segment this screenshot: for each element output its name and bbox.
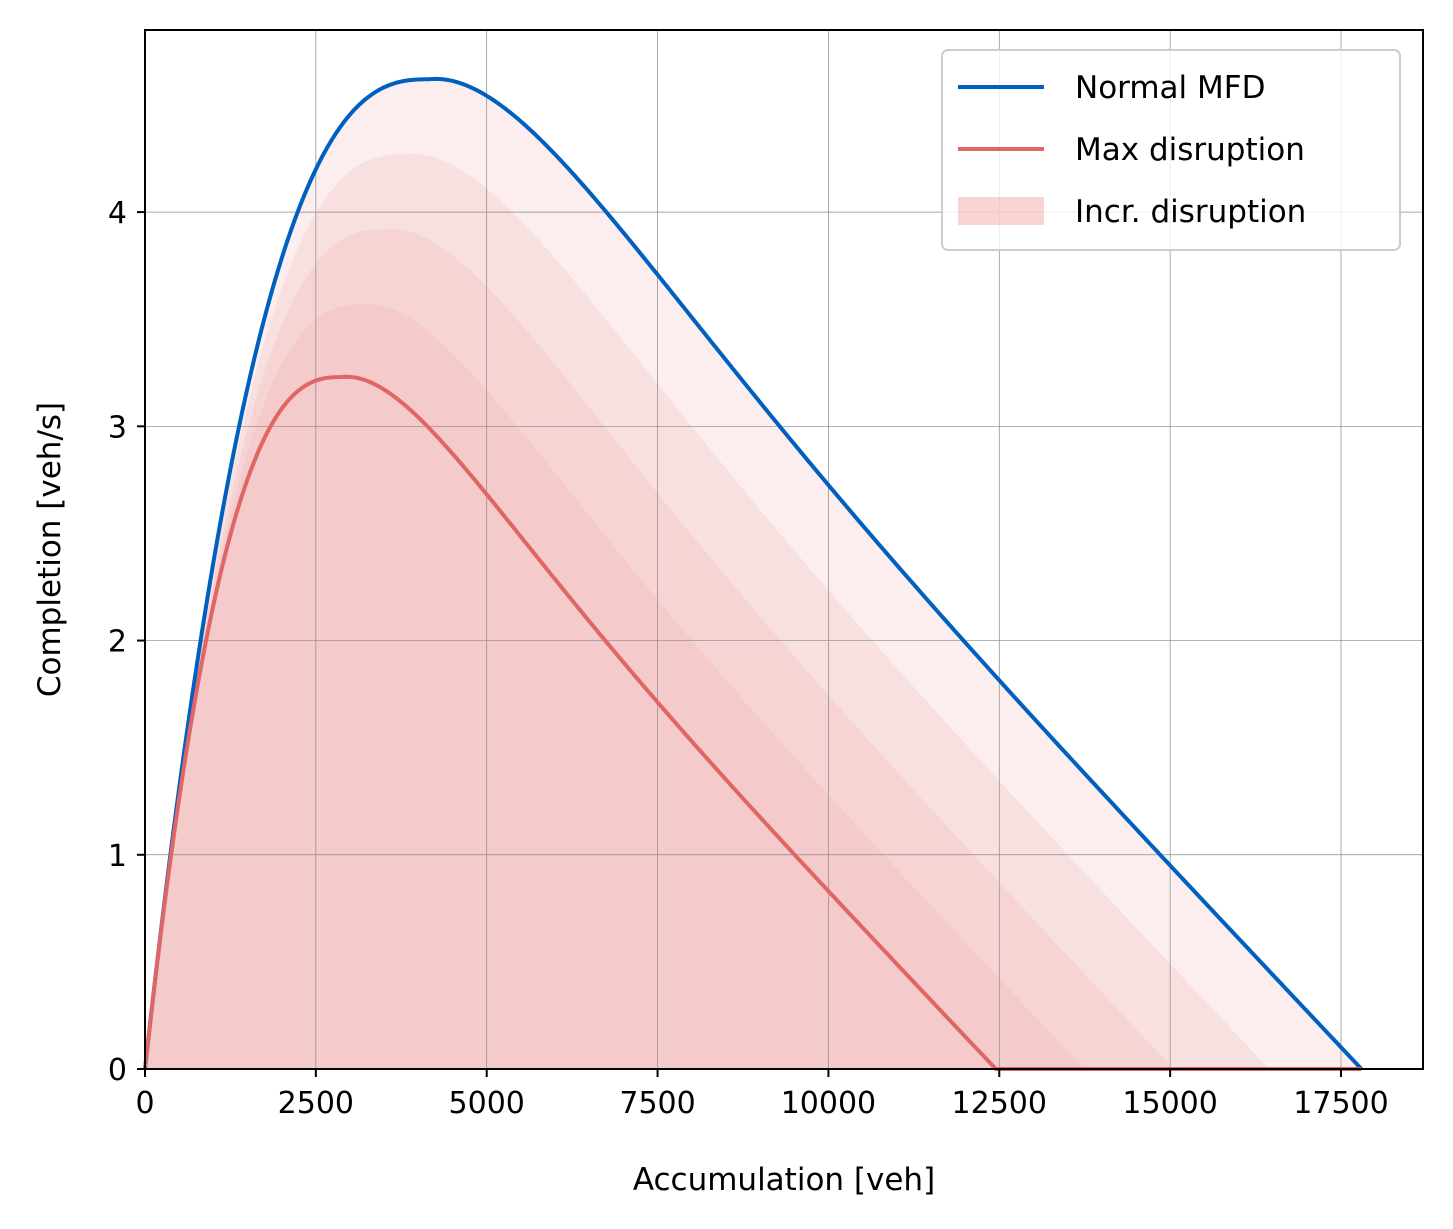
y-tick-label: 2 [108, 625, 127, 660]
x-axis-title: Accumulation [veh] [633, 1162, 935, 1198]
series-line-normal-mfd [143, 76, 1363, 1071]
grid [145, 30, 1423, 1069]
legend: Normal MFD Max disruption Incr. disrupti… [941, 49, 1401, 251]
y-tick-label: 0 [108, 1053, 127, 1088]
y-tick-label: 1 [108, 839, 127, 874]
legend-swatch-incr-disruption [958, 197, 1044, 225]
disruption-band [145, 303, 1085, 1069]
disruption-band [145, 153, 1270, 1069]
disruption-band [145, 78, 1362, 1069]
x-tick-label: 10000 [781, 1086, 876, 1121]
x-tick-label: 0 [135, 1086, 154, 1121]
disruption-band [145, 228, 1174, 1069]
y-tick-label: 4 [108, 196, 127, 231]
axis-ticks: 0 2500 5000 7500 10000 12500 15000 17500 0 1 2 3 4 [108, 196, 1389, 1121]
disruption-bands [145, 78, 1362, 1069]
x-tick-label: 17500 [1293, 1086, 1388, 1121]
legend-label-incr-disruption: Incr. disruption [1075, 194, 1306, 230]
plot-frame [144, 29, 1424, 1070]
y-axis-title: Completion [veh/s] [32, 402, 68, 697]
y-tick-label: 3 [108, 410, 127, 445]
x-tick-label: 7500 [619, 1086, 695, 1121]
x-tick-label: 2500 [278, 1086, 354, 1121]
legend-box [941, 49, 1401, 251]
x-tick-label: 12500 [952, 1086, 1047, 1121]
x-tick-label: 15000 [1122, 1086, 1217, 1121]
x-tick-label: 5000 [449, 1086, 525, 1121]
legend-label-max-disruption: Max disruption [1075, 132, 1305, 168]
series-line-max-disruption [143, 374, 1362, 1071]
legend-label-normal-mfd: Normal MFD [1075, 70, 1265, 106]
series-lines [143, 76, 1363, 1071]
